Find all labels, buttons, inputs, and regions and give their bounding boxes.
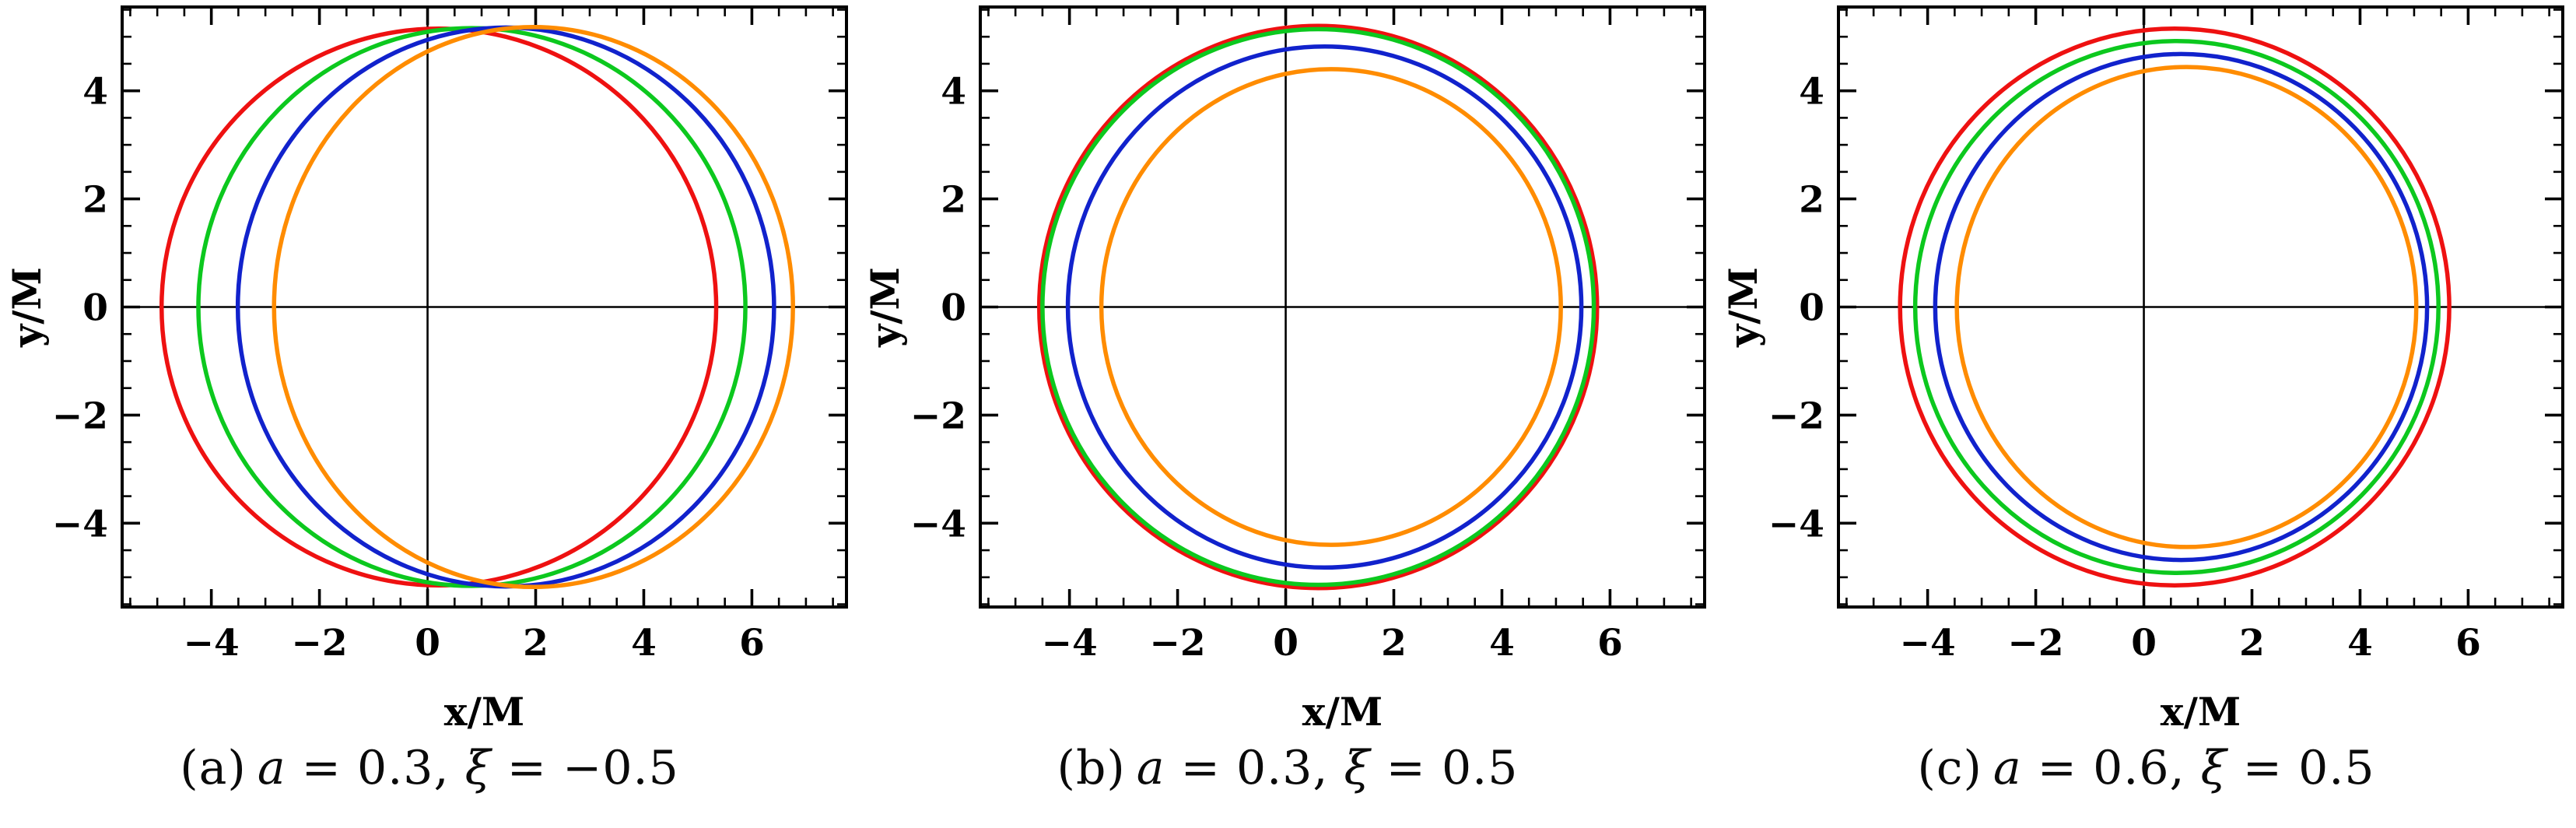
plot-frame [121,5,848,609]
x-tick-label: −4 [1042,622,1098,665]
y-axis-title: y/M [1720,267,1766,348]
y-axis-title: y/M [4,267,50,348]
curve-blue [1933,51,2430,563]
y-tick-label: 4 [941,71,966,114]
x-axis-title: x/M [1302,689,1383,735]
x-tick-label: 2 [1381,622,1407,665]
curve-red [1036,23,1600,591]
y-axis-title: y/M [862,267,908,348]
chart-a: −4 −2 0 2 4 6 −4 −2 0 2 4 x/M y/M [4,5,848,735]
caption-part: (a) [180,741,247,795]
caption-part: = 0.5 [2227,741,2375,795]
x-tick-label: 0 [2131,622,2157,665]
x-tick-labels: −4 −2 0 2 4 6 [1042,622,1623,665]
y-tick-labels: −4 −2 0 2 4 [1768,71,1824,546]
curve-orange [1954,65,2419,549]
caption-part: (c) [1917,741,1982,795]
y-tick-labels: −4 −2 0 2 4 [52,71,108,546]
shadow-curves [159,24,795,590]
axis-cross-lines [122,7,846,607]
x-axis-title: x/M [444,689,524,735]
x-tick-label: −4 [1900,622,1956,665]
y-tick-label: 0 [941,287,966,330]
curve-blue [1065,44,1584,570]
x-tick-label: 0 [1273,622,1299,665]
x-tick-label: 6 [2455,622,2481,665]
caption-b: (b) a = 0.3, ξ = 0.5 [858,741,1717,795]
caption-part: a [1992,741,2022,795]
caption-part: = 0.5 [1370,741,1519,795]
y-tick-label: 4 [1799,71,1824,114]
y-tick-label: −4 [1768,503,1824,546]
caption-part: ξ [2200,741,2227,795]
x-tick-labels: −4 −2 0 2 4 6 [1900,622,2481,665]
x-tick-label: 4 [631,622,657,665]
curve-orange [1099,67,1563,547]
x-tick-label: 6 [1597,622,1623,665]
caption-part: = −0.5 [491,741,679,795]
x-tick-label: 4 [1489,622,1515,665]
y-tick-label: −2 [52,395,108,437]
x-tick-label: −2 [292,622,348,665]
panel-b: −4 −2 0 2 4 6 −4 −2 0 2 4 x/M y/M (b) a = 0.3, ξ = 0.… [858,0,1717,828]
x-tick-label: 2 [2239,622,2265,665]
shadow-curves [1036,23,1600,591]
x-tick-labels: −4 −2 0 2 4 6 [184,622,765,665]
y-tick-label: 2 [1799,179,1824,222]
curve-green [1040,26,1596,588]
y-tick-label: −2 [910,395,966,437]
caption-c: (c) a = 0.6, ξ = 0.5 [1716,741,2576,795]
curve-orange [272,24,795,590]
caption-part: (b) [1057,741,1126,795]
x-tick-label: 4 [2347,622,2373,665]
plot-frame [979,5,1706,609]
caption-part: = 0.3, [1165,741,1344,795]
y-tick-label: 2 [82,179,108,222]
caption-part: a [257,741,286,795]
x-axis-title: x/M [2161,689,2241,735]
x-tick-label: 2 [523,622,548,665]
curve-green [1912,39,2441,575]
x-tick-label: −2 [2008,622,2064,665]
panel-c: −4 −2 0 2 4 6 −4 −2 0 2 4 x/M y/M (c) a = 0.6, ξ = 0.… [1716,0,2576,828]
caption-part: ξ [464,741,492,795]
y-tick-label: −4 [52,503,108,546]
y-tick-label: 4 [82,71,108,114]
shadow-curves [1898,26,2452,588]
y-tick-labels: −4 −2 0 2 4 [910,71,966,546]
y-tick-label: 2 [941,179,966,222]
y-tick-label: 0 [82,287,108,330]
panel-a: −4 −2 0 2 4 6 −4 −2 0 2 4 x/M y/M (a) a = 0.3, ξ = −0… [0,0,859,828]
caption-a: (a) a = 0.3, ξ = −0.5 [0,741,859,795]
axis-cross-lines [1838,7,2563,607]
y-tick-label: 0 [1799,287,1824,330]
chart-b: −4 −2 0 2 4 6 −4 −2 0 2 4 x/M y/M [862,5,1706,735]
x-tick-label: 6 [739,622,765,665]
x-tick-label: −2 [1150,622,1206,665]
x-tick-label: 0 [415,622,440,665]
caption-part: ξ [1344,741,1371,795]
chart-c: −4 −2 0 2 4 6 −4 −2 0 2 4 x/M y/M [1720,5,2564,735]
y-tick-label: −2 [1768,395,1824,437]
caption-part: = 0.6, [2021,741,2201,795]
plot-frame [1837,5,2564,609]
caption-part: = 0.3, [286,741,465,795]
curve-red [1898,26,2452,588]
caption-part: a [1136,741,1165,795]
x-tick-label: −4 [184,622,240,665]
y-tick-label: −4 [910,503,966,546]
